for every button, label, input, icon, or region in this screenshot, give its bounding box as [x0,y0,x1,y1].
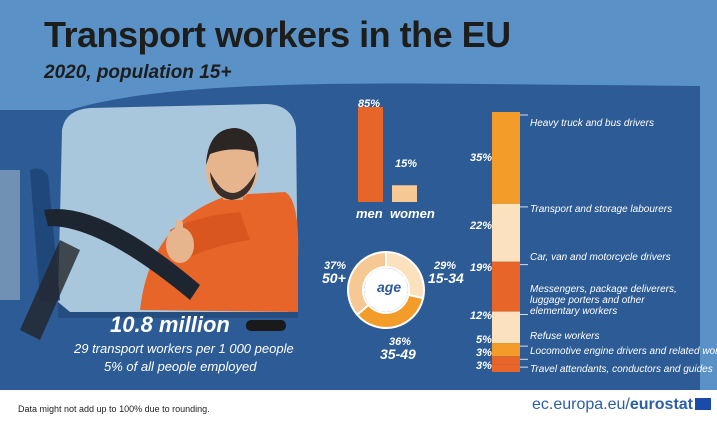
age-slice-50+ [347,250,387,317]
men-category-label: men [356,206,383,221]
source-prefix: ec.europa.eu/ [532,396,630,413]
age-donut-center [364,268,408,312]
driver-hair [206,128,259,168]
occ-pct-heavy-truck: 35% [470,152,493,164]
gender-bar-women [392,185,417,202]
occ-segment-1 [492,203,520,262]
age-donut-chart [347,250,425,329]
thumbs-up-hand [166,227,194,263]
occ-label-travel: Travel attendants, conductors and guides [530,364,713,375]
women-category-label: women [390,206,435,221]
occ-label-messengers: Messengers, package deliverers, luggage … [530,284,677,317]
occ-label-locomotive: Locomotive engine drivers and related wo… [530,346,717,357]
age-50-plus-pct: 37% [324,260,347,272]
occ-segment-4 [492,343,520,357]
age-15-34-label: 15-34 [428,270,464,286]
occ-pct-storage: 22% [470,220,493,232]
rounding-note: Data might not add up to 100% due to rou… [18,404,210,414]
eu-flag-icon [695,398,711,410]
occ-label-car-van: Car, van and motorcycle drivers [530,252,671,263]
age-center-label: age [377,279,402,295]
source-link[interactable]: ec.europa.eu/eurostat [532,396,693,414]
occ-label-storage: Transport and storage labourers [530,204,673,215]
page-title: Transport workers in the EU [44,14,511,55]
source-brand: eurostat [629,396,693,413]
occ-segment-6 [492,364,520,372]
steering-wheel [44,208,200,300]
driver-face [206,140,258,200]
occ-pct-messengers: 12% [470,310,493,322]
occupation-stacked-bar [492,112,528,372]
seat-shadow [20,240,80,340]
age-15-34-pct: 29% [434,260,457,272]
occ-label-heavy-truck: Heavy truck and bus drivers [530,118,654,129]
workers-per-thousand: 29 transport workers per 1 000 people [74,341,294,356]
age-35-49-pct: 36% [389,336,412,348]
occ-segment-5 [492,356,520,365]
page-subtitle: 2020, population 15+ [44,62,232,83]
occ-segment-3 [492,311,520,344]
women-value-label: 15% [395,158,418,170]
occ-segment-2 [492,261,520,312]
men-value-label: 85% [358,98,381,110]
occ-pct-refuse: 5% [476,334,492,346]
occ-pct-travel: 3% [476,360,492,372]
occ-pct-car-van: 19% [470,262,493,274]
gender-bar-men [358,107,383,202]
share-employed: 5% of all people employed [104,359,257,374]
thumb [175,220,183,240]
age-50-plus-label: 50+ [322,270,346,286]
occ-pct-locomotive: 3% [476,347,492,359]
window-frame [58,302,298,318]
door-handle [246,320,286,331]
road-background [0,170,20,300]
driver-beard [210,172,256,200]
occ-segment-0 [492,112,520,204]
total-workers: 10.8 million [110,312,230,337]
gender-bar-chart [358,107,417,202]
age-35-49-label: 35-49 [380,346,416,362]
occ-label-refuse: Refuse workers [530,331,600,342]
